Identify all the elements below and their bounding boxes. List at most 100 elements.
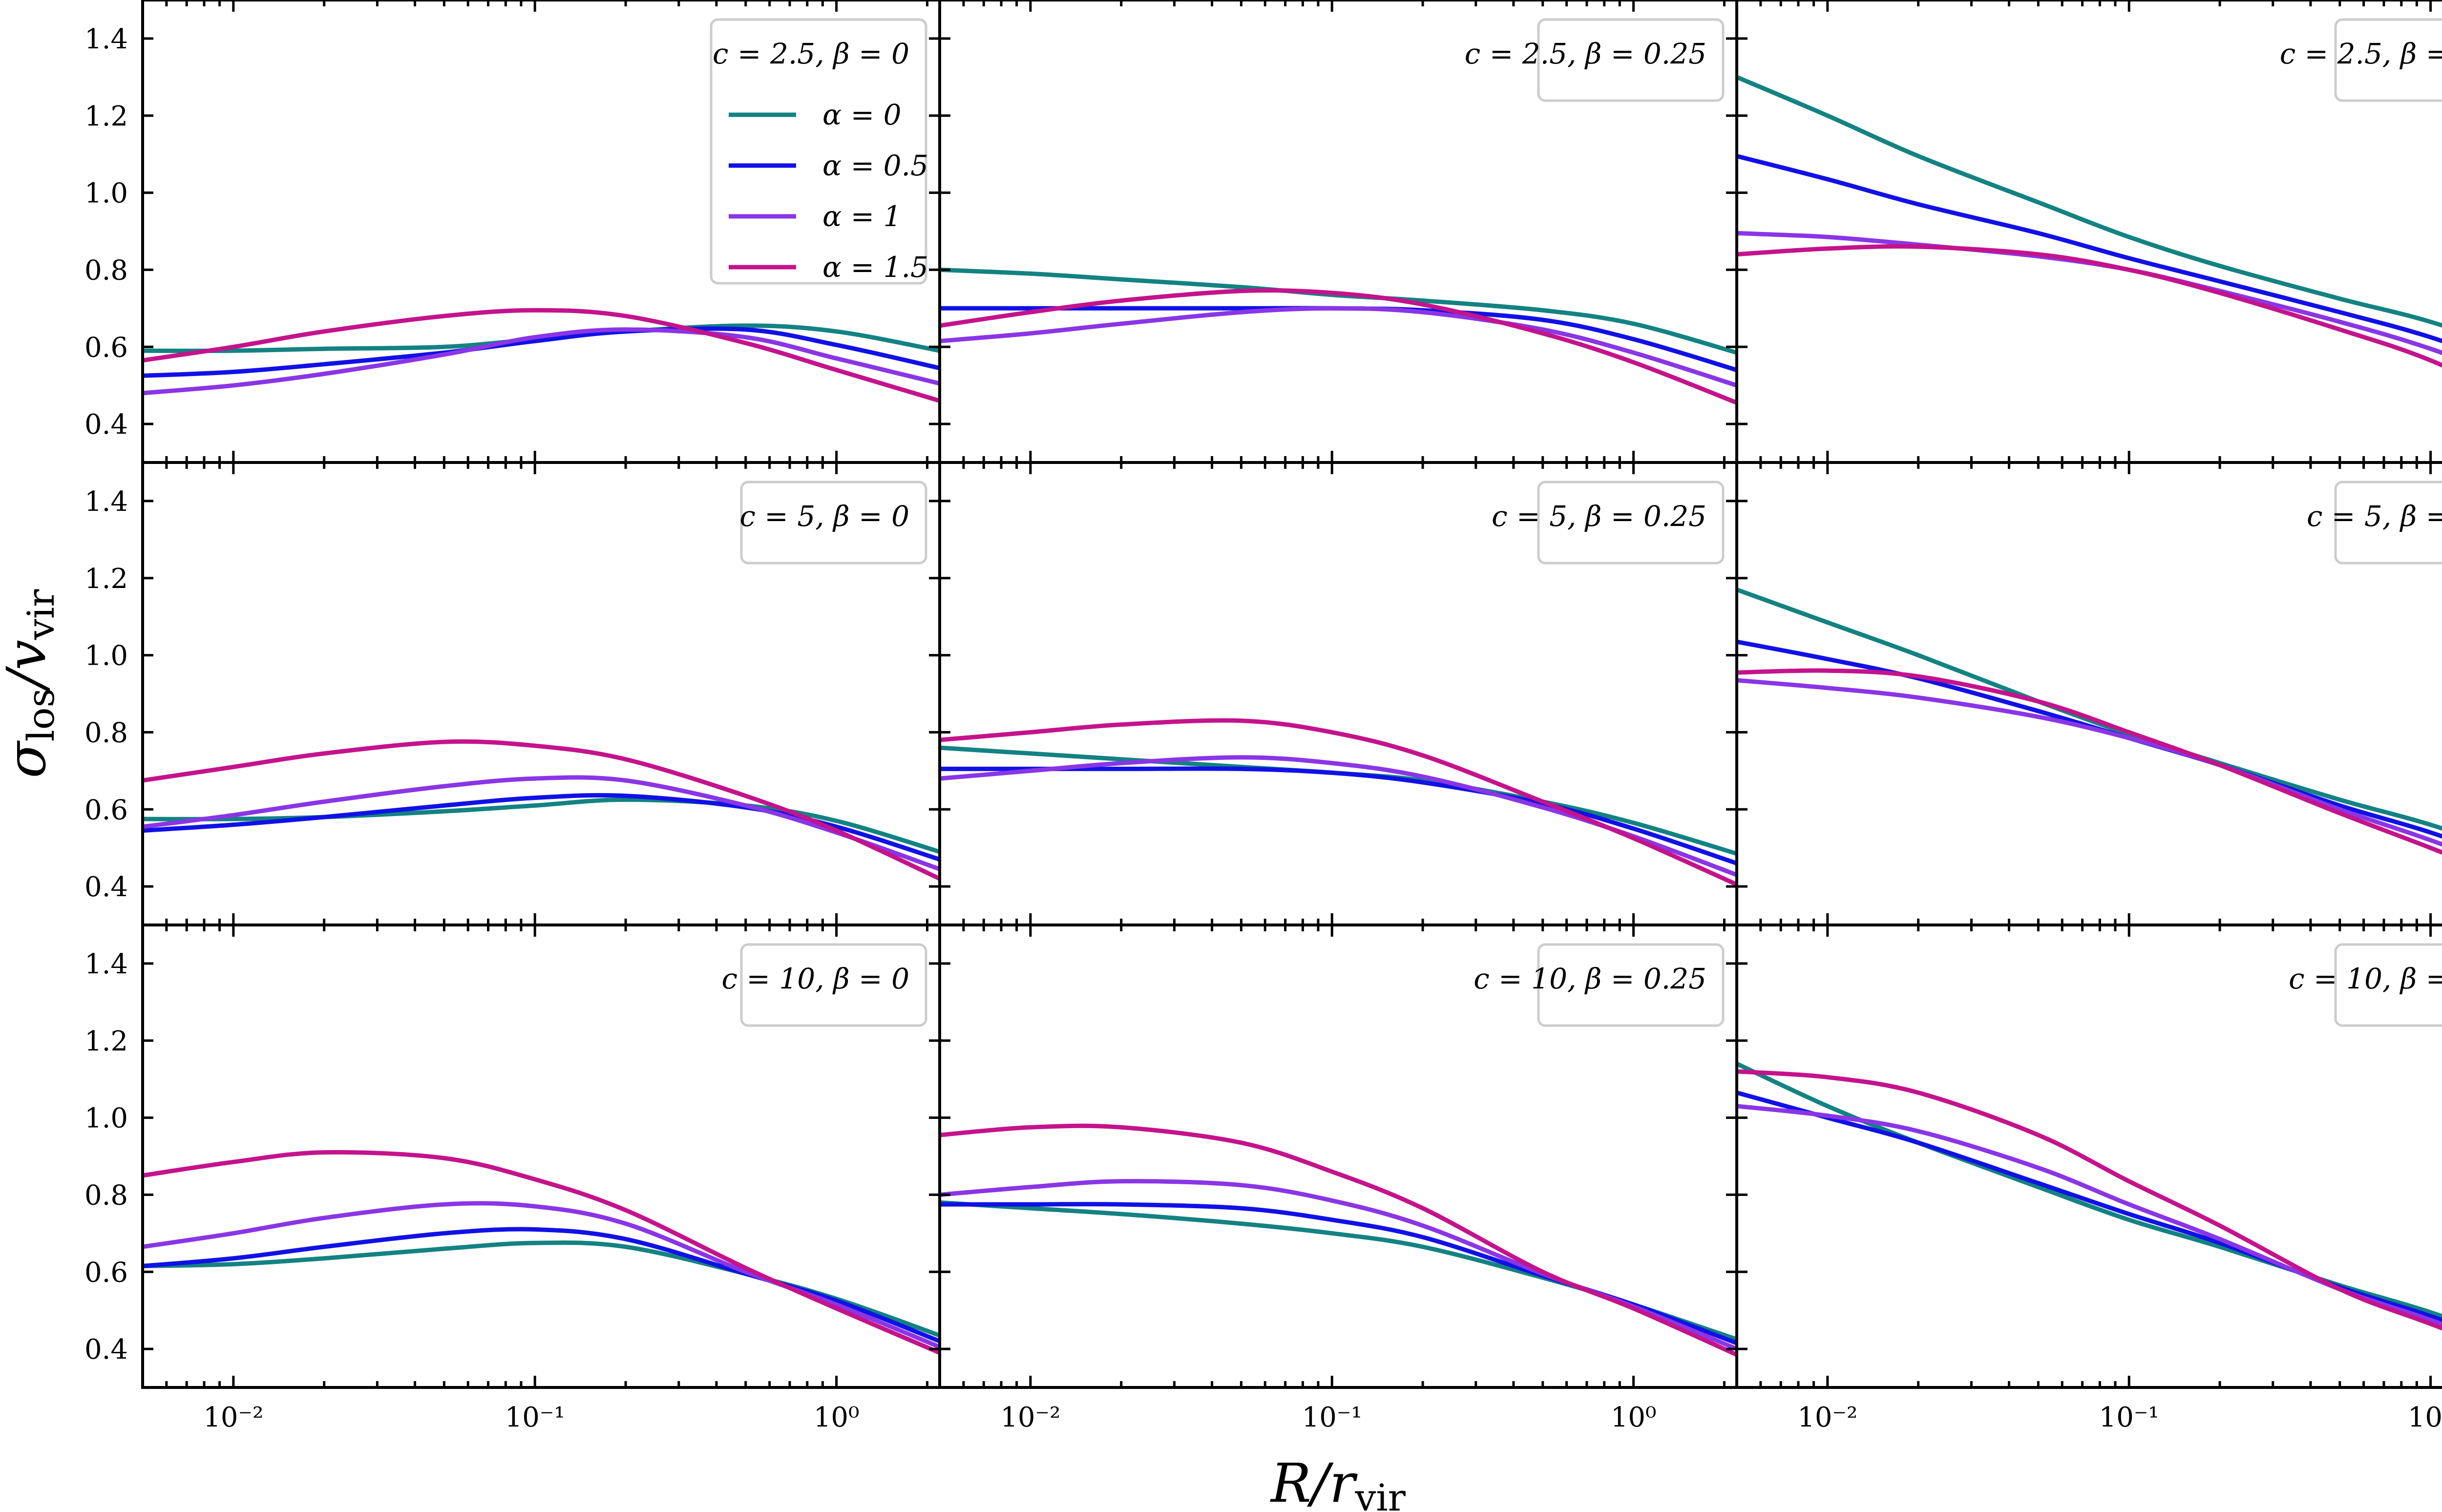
legend-label-1: α = 0.5 [822,149,928,182]
x-tick-label: 10⁻² [1000,1402,1060,1433]
y-tick-label: 0.6 [84,794,128,826]
y-tick-label: 0.4 [84,871,128,903]
panel-label-box [740,481,927,565]
x-axis-title-main: R/r [1270,1452,1358,1512]
panel-label-box [2334,481,2442,565]
panels-layer: 0.4 0.6 0.8 1.0 1.2 1.4 c = 2.5, β = 0 α = 0 α =… [84,0,2442,1433]
y-axis-title-sub-vir: vir [19,589,63,640]
x-axis-title-sub: vir [1354,1476,1406,1512]
legend-label-2: α = 1 [822,200,902,233]
panel-title: c = 2.5, β = 0 [713,37,909,70]
panel-title: c = 2.5, β = 0.5 [2280,37,2442,70]
series-line-alpha-1 [143,1227,940,1344]
series-group [143,739,940,881]
panel-frame [1735,924,2442,1389]
series-line-alpha-3 [940,718,1737,887]
y-tick-label: 1.2 [84,563,128,595]
series-line-alpha-3 [143,308,940,403]
x-tick-label: 10⁻¹ [505,1402,565,1433]
series-line-alpha-0 [1737,75,2442,328]
y-axis-title-sub-los: los [19,688,63,741]
panel-title: c = 10, β = 0.5 [2289,962,2442,995]
series-line-alpha-0 [143,797,940,854]
series-line-alpha-0 [940,267,1737,355]
y-tick-label: 1.2 [84,1026,128,1057]
series-line-alpha-1 [940,306,1737,373]
series-line-alpha-2 [1737,678,2442,847]
x-tick-label: 10⁻¹ [2099,1402,2159,1433]
panel-title: c = 10, β = 0.25 [1474,962,1706,995]
y-tick-label: 0.8 [84,1179,128,1211]
series-line-alpha-1 [940,1202,1737,1345]
panel-title: c = 5, β = 0.5 [2307,500,2442,533]
series-group [940,267,1737,405]
panel-0-1: c = 2.5, β = 0.25 [938,0,1738,464]
series-line-alpha-3 [1737,668,2442,855]
x-tick-label: 10⁻² [203,1402,263,1433]
x-axis-title: R/rvir [1270,1452,1406,1512]
panel-1-2: c = 5, β = 0.5 [1735,461,2442,926]
series-line-alpha-2 [143,1201,940,1349]
series-group [940,1123,1737,1357]
y-tick-label: 0.8 [84,254,128,286]
panel-title: c = 10, β = 0 [721,962,909,995]
x-tick-label: 10⁻¹ [1302,1402,1362,1433]
y-tick-label: 0.6 [84,1257,128,1288]
y-tick-label: 1.0 [84,640,128,672]
y-axis-title-sigma: σ [0,740,58,778]
legend-label-3: α = 1.5 [822,251,928,284]
y-tick-label: 0.4 [84,409,128,441]
x-tick-label: 10⁰ [814,1402,860,1433]
series-line-alpha-1 [143,326,940,378]
legend-label-0: α = 0 [822,98,902,131]
series-line-alpha-1 [1737,1090,2442,1323]
series-line-alpha-3 [143,739,940,881]
series-group [1737,75,2442,368]
x-tick-label: 10⁻² [1797,1402,1857,1433]
series-group [143,308,940,403]
panel-2-1: 10⁻² 10⁻¹ 10⁰ c = 10, β = 0.25 [938,924,1738,1433]
panel-title: c = 2.5, β = 0.25 [1465,37,1706,70]
panel-label-box [1537,481,1725,565]
panel-label-box [740,943,927,1027]
series-line-alpha-2 [940,306,1737,388]
y-tick-label: 0.6 [84,332,128,363]
panel-label-box [2334,18,2442,102]
panel-label-box [1537,943,1725,1027]
y-tick-label: 1.4 [84,486,128,518]
series-line-alpha-2 [143,775,940,872]
y-tick-label: 0.4 [84,1334,128,1365]
panel-title: c = 5, β = 0 [739,500,909,533]
y-tick-label: 0.8 [84,717,128,749]
series-line-alpha-3 [1737,1069,2442,1331]
panel-1-0: 0.4 0.6 0.8 1.0 1.2 1.4 c = 5, β = 0 [84,461,941,926]
y-axis-title-mid: /v [0,640,58,693]
y-tick-label: 1.0 [84,1103,128,1134]
panel-0-0: 0.4 0.6 0.8 1.0 1.2 1.4 c = 2.5, β = 0 α = 0 α =… [84,0,941,464]
y-tick-label: 1.0 [84,178,128,210]
series-group [940,718,1737,887]
series-group [1737,1061,2442,1331]
series-group [1737,587,2442,855]
series-line-alpha-3 [940,288,1737,405]
y-axis-title: σlos/vvir [0,589,63,778]
panel-label-box [1537,18,1725,102]
series-line-alpha-1 [1737,639,2442,839]
series-line-alpha-2 [1737,1104,2442,1327]
x-tick-label: 10⁰ [2408,1402,2442,1433]
panel-2-0: 0.4 0.6 0.8 1.0 1.2 1.4 10⁻² 10⁻¹ 10⁰ c = 10, β =… [84,924,941,1433]
y-tick-label: 1.4 [84,948,128,980]
panel-0-2: c = 2.5, β = 0.5 [1735,0,2442,464]
x-tick-label: 10⁰ [1611,1402,1657,1433]
series-group [143,1150,940,1355]
panel-title: c = 5, β = 0.25 [1492,500,1706,533]
panel-label-box [2334,943,2442,1027]
panel-2-2: 10⁻² 10⁻¹ 10⁰ c = 10, β = 0.5 [1735,924,2442,1433]
series-line-alpha-3 [940,1123,1737,1357]
series-line-alpha-3 [143,1150,940,1355]
series-line-alpha-3 [1737,244,2442,368]
panel-1-1: c = 5, β = 0.25 [938,461,1738,926]
y-tick-label: 1.2 [84,101,128,132]
series-line-alpha-1 [1737,154,2442,343]
